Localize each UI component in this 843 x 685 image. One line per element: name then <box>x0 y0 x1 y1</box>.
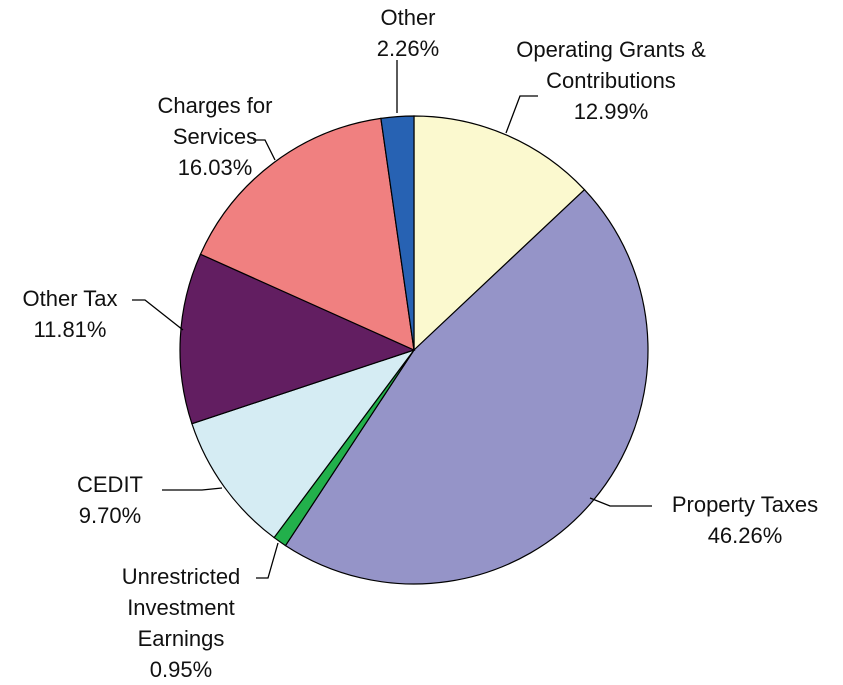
slice-label: Unrestricted Investment Earnings 0.95% <box>95 561 267 685</box>
slice-label: CEDIT 9.70% <box>50 469 170 531</box>
category-label: Other Tax <box>22 286 118 311</box>
slice-label: Charges for Services 16.03% <box>140 90 290 183</box>
leader-line <box>253 139 276 161</box>
category-label: Charges for Services <box>157 93 273 149</box>
pie-slice <box>284 188 649 585</box>
value-label: 9.70% <box>78 503 142 528</box>
leader-line <box>256 542 279 579</box>
pie-slice <box>191 348 416 539</box>
category-label: Property Taxes <box>671 492 819 517</box>
value-label: 11.81% <box>33 317 107 342</box>
pie-slice <box>199 117 415 351</box>
category-label: Other <box>380 5 436 30</box>
value-label: 2.26% <box>376 36 440 61</box>
pie-slice <box>380 115 415 351</box>
slice-label: Property Taxes 46.26% <box>650 489 840 551</box>
leader-line <box>505 95 538 134</box>
slice-label: Other Tax 11.81% <box>0 283 140 345</box>
leader-line <box>132 299 184 331</box>
value-label: 16.03% <box>177 155 253 180</box>
value-label: 46.26% <box>707 523 783 548</box>
pie-slice <box>413 115 586 352</box>
value-label: 12.99% <box>573 99 649 124</box>
category-label: Operating Grants & Contributions <box>516 37 706 93</box>
leader-line <box>162 487 223 491</box>
category-label: CEDIT <box>77 472 143 497</box>
slice-label: Operating Grants & Contributions 12.99% <box>511 34 711 127</box>
category-label: Unrestricted Investment Earnings <box>121 564 241 651</box>
slice-label: Other 2.26% <box>340 2 476 64</box>
leader-line <box>589 497 652 507</box>
pie-slice <box>179 253 416 425</box>
value-label: 0.95% <box>149 657 213 682</box>
